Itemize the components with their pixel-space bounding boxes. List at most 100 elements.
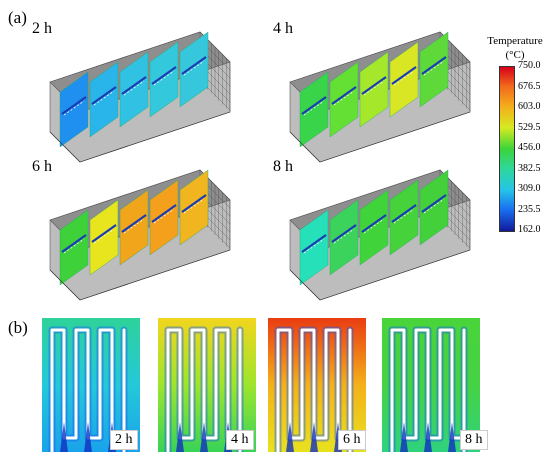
- inset-cold-spike: [176, 422, 184, 452]
- colorbar-tick-label: 162.0: [518, 224, 541, 235]
- slice-channel: [181, 194, 207, 213]
- colorbar-tick-label: 456.0: [518, 142, 541, 153]
- slice-4: [179, 169, 209, 246]
- slice-channel: [151, 66, 177, 85]
- slice-plane: [149, 179, 179, 256]
- slice-channel-dots: [423, 198, 445, 214]
- slice-1: [329, 199, 359, 276]
- colorbar-tick-label: 309.0: [518, 183, 541, 194]
- slice-3: [149, 179, 179, 256]
- inset-time-label-6h: 6 h: [338, 430, 366, 450]
- view-time-label-2h: 2 h: [32, 20, 52, 37]
- slice-channel-dots: [333, 228, 355, 244]
- slice-channel-dots: [393, 70, 415, 86]
- slice-4: [419, 169, 449, 246]
- slice-plane: [59, 71, 89, 148]
- slice-plane: [389, 179, 419, 256]
- inset-cold-spike: [448, 422, 456, 452]
- view-axis: [289, 269, 321, 301]
- colorbar-tick-label: 750.0: [518, 60, 541, 71]
- slice-channel: [391, 204, 417, 223]
- slice-channel-dots: [363, 218, 385, 234]
- panel-b-label: (b): [8, 318, 28, 337]
- inset-time-label-4h: 4 h: [226, 430, 254, 450]
- slice-channel: [301, 96, 327, 115]
- slice-channel-dots: [153, 208, 175, 224]
- slice-channel-dots: [123, 218, 145, 234]
- slice-0: [59, 71, 89, 148]
- slice-channel-dots: [303, 238, 325, 254]
- slice-plane: [359, 51, 389, 128]
- slice-plane: [329, 199, 359, 276]
- view-axis: [319, 249, 471, 301]
- slice-channel-dots: [363, 80, 385, 96]
- slice-0: [299, 71, 329, 148]
- view-3d-1: [289, 31, 471, 163]
- colorbar: [499, 66, 515, 232]
- slice-channel: [91, 86, 117, 105]
- slice-1: [329, 61, 359, 138]
- slice-plane: [299, 209, 329, 286]
- view-axis: [79, 111, 231, 163]
- colorbar-tick-label: 529.5: [518, 121, 541, 133]
- slice-channel: [331, 224, 357, 243]
- slice-channel: [331, 86, 357, 105]
- slice-plane: [329, 61, 359, 138]
- slice-channel-dots: [183, 198, 205, 214]
- slice-channel: [301, 234, 327, 253]
- slice-plane: [179, 31, 209, 108]
- slice-channel: [61, 96, 87, 115]
- slice-channel: [181, 56, 207, 75]
- view-axis: [289, 131, 321, 163]
- slice-channel-dots: [93, 90, 115, 106]
- slice-channel: [151, 204, 177, 223]
- slice-plane: [149, 41, 179, 118]
- view-3d-2: [49, 169, 231, 301]
- slice-plane: [119, 189, 149, 266]
- inset-cold-spike: [310, 422, 318, 452]
- colorbar-title-line2: (°C): [505, 49, 525, 61]
- slice-4: [179, 31, 209, 108]
- slice-plane: [419, 31, 449, 108]
- view-axis: [319, 111, 471, 163]
- slice-1: [89, 61, 119, 138]
- inset-cold-spike: [286, 422, 294, 452]
- slice-plane: [359, 189, 389, 266]
- inset-cold-spike: [60, 422, 68, 452]
- slice-channel-dots: [153, 70, 175, 86]
- slice-channel-dots: [303, 100, 325, 116]
- slice-channel-dots: [123, 80, 145, 96]
- view-3d-0: [49, 31, 231, 163]
- view-time-label-8h: 8 h: [273, 158, 293, 175]
- slice-plane: [89, 199, 119, 276]
- slice-channel-dots: [333, 90, 355, 106]
- slice-3: [149, 41, 179, 118]
- inset-cold-spike: [400, 422, 408, 452]
- slice-plane: [119, 51, 149, 128]
- slice-channel: [391, 66, 417, 85]
- slice-1: [89, 199, 119, 276]
- slice-4: [419, 31, 449, 108]
- slice-channel-dots: [93, 228, 115, 244]
- view-3d-3: [289, 169, 471, 301]
- slice-2: [359, 189, 389, 266]
- slice-channel: [121, 76, 147, 95]
- slice-channel: [361, 76, 387, 95]
- inset-time-label-2h: 2 h: [110, 430, 138, 450]
- slice-plane: [59, 209, 89, 286]
- slice-channel-dots: [423, 60, 445, 76]
- slice-channel: [121, 214, 147, 233]
- slice-channel-dots: [63, 100, 85, 116]
- colorbar-tick-label: 603.0: [518, 101, 541, 112]
- colorbar-tick-label: 676.5: [518, 80, 541, 92]
- slice-3: [389, 179, 419, 256]
- slice-plane: [179, 169, 209, 246]
- slice-plane: [299, 71, 329, 148]
- colorbar-title-line1: Temperature: [487, 35, 543, 47]
- inset-cold-spike: [84, 422, 92, 452]
- slice-0: [299, 209, 329, 286]
- view-time-label-4h: 4 h: [273, 20, 293, 37]
- colorbar-tick-label: 235.5: [518, 203, 541, 215]
